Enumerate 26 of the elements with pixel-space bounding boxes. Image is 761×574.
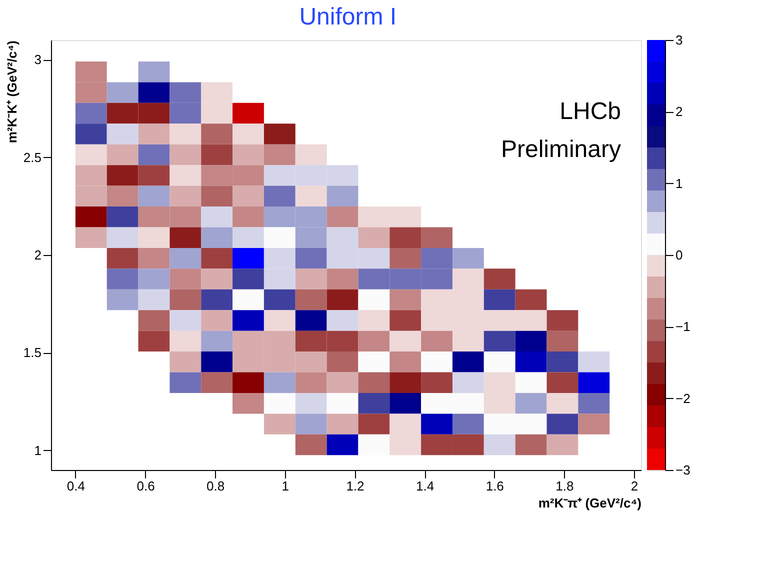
color-bar-label: 0 bbox=[676, 248, 683, 262]
color-bar-label: −1 bbox=[676, 319, 690, 334]
x-tick-label: 1.8 bbox=[556, 478, 574, 494]
annotation: LHCb bbox=[560, 98, 621, 125]
x-tick-label: 0.6 bbox=[136, 478, 155, 494]
x-tick-label: 0.8 bbox=[206, 478, 225, 494]
x-tick-label: 2 bbox=[630, 478, 638, 494]
y-tick-label: 1.5 bbox=[23, 345, 42, 360]
y-tick-label: 2 bbox=[34, 248, 42, 262]
y-tick-label: 1 bbox=[34, 442, 42, 458]
color-bar-label: −2 bbox=[676, 390, 690, 406]
y-tick-label: 2.5 bbox=[23, 150, 42, 165]
x-tick-label: 1.4 bbox=[416, 478, 434, 494]
color-bar-label: 3 bbox=[676, 32, 683, 48]
color-bar-label: 1 bbox=[676, 176, 683, 191]
x-axis-title: m²K⁻π⁺ (GeV²/c⁴) bbox=[538, 496, 642, 510]
x-tick-label: 1.2 bbox=[346, 478, 364, 494]
x-tick-label: 1 bbox=[282, 478, 290, 494]
x-tick-label: 0.4 bbox=[66, 478, 85, 494]
color-bar-label: 2 bbox=[676, 104, 683, 120]
annotation: Preliminary bbox=[500, 136, 621, 163]
y-tick-label: 3 bbox=[34, 52, 42, 68]
color-bar-label: −3 bbox=[676, 462, 690, 478]
y-axis-title: m²K⁻K⁺ (GeV²/c⁴) bbox=[4, 40, 20, 144]
x-tick-label: 1.6 bbox=[486, 478, 504, 494]
chart-title: Uniform I bbox=[299, 4, 397, 30]
